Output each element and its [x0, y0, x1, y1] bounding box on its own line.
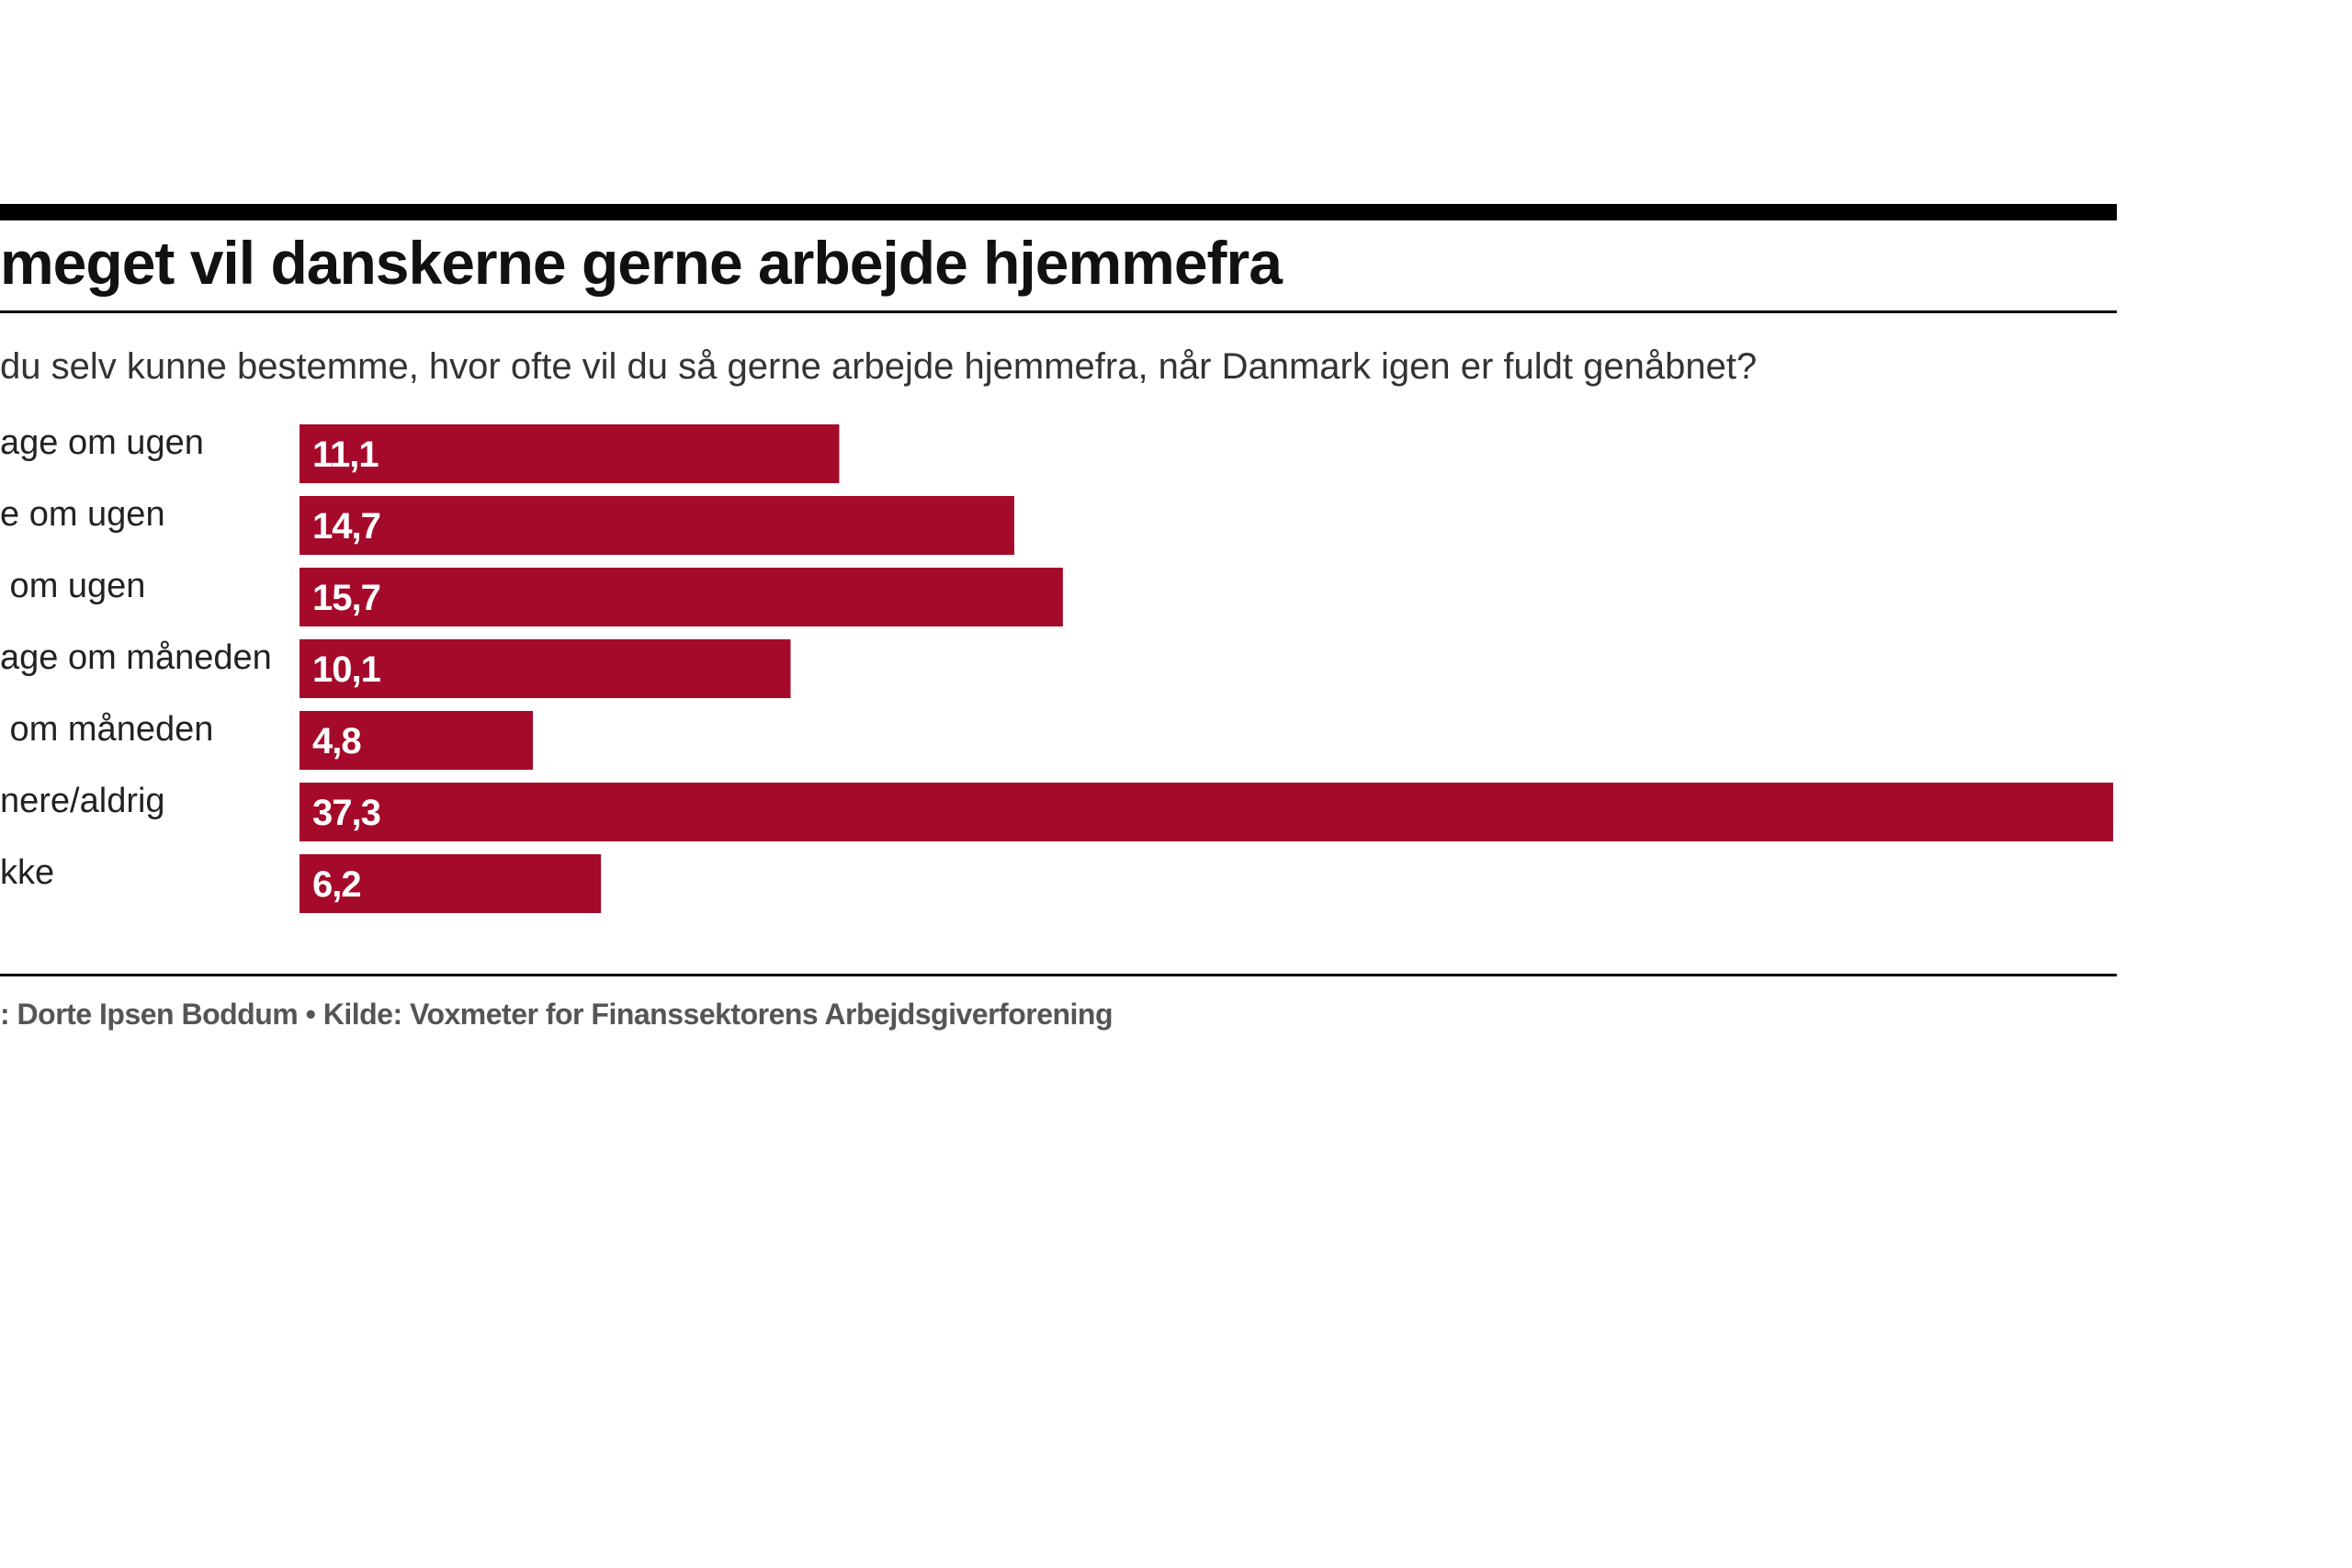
- category-label: age om ugen: [0, 423, 204, 462]
- bar: [300, 424, 840, 483]
- bottom-rule: [0, 974, 2117, 976]
- chart-footer: : Dorte Ipsen Boddum • Kilde: Voxmeter f…: [0, 998, 1114, 1031]
- bar-value-label: 4,8: [312, 721, 361, 761]
- bar-value-label: 10,1: [312, 649, 381, 690]
- category-label: age om måneden: [0, 638, 272, 677]
- bar: [300, 639, 791, 698]
- category-label: om ugen: [0, 567, 145, 605]
- bar-value-label: 37,3: [312, 793, 380, 833]
- bar-value-label: 6,2: [312, 864, 361, 905]
- bar: [300, 783, 2113, 841]
- category-label: nere/aldrig: [0, 782, 165, 820]
- chart-title: meget vil danskerne gerne arbejde hjemme…: [0, 229, 1283, 297]
- category-label: e om ugen: [0, 495, 165, 534]
- title-rule: [0, 310, 2117, 313]
- chart-subtitle: du selv kunne bestemme, hvor ofte vil du…: [0, 346, 1758, 387]
- bar: [300, 854, 602, 913]
- bar-value-label: 14,7: [312, 506, 380, 547]
- bar-chart: age om ugen 11,1 e om ugen 14,7 om ugen 15,7…: [0, 423, 2113, 913]
- bar-value-label: 15,7: [312, 578, 380, 618]
- bar: [300, 711, 534, 770]
- bar-value-label: 11,1: [312, 434, 379, 475]
- bar: [300, 496, 1014, 555]
- category-label: kke: [0, 853, 54, 892]
- top-rule: [0, 204, 2117, 220]
- bar: [300, 568, 1063, 626]
- category-label: om måneden: [0, 710, 213, 749]
